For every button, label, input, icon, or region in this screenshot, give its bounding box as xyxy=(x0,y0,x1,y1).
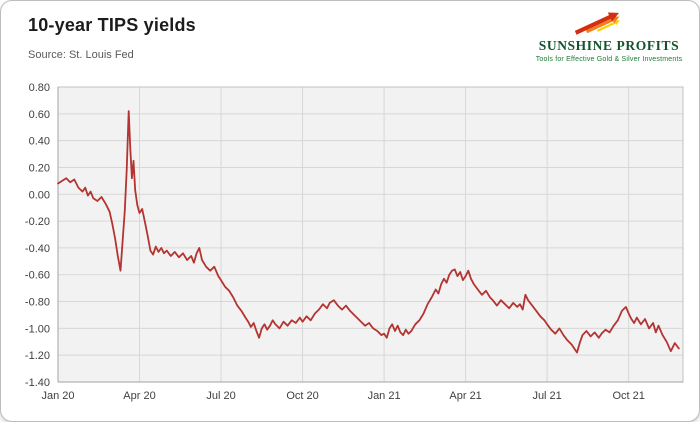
y-tick-label: 0.20 xyxy=(29,162,50,174)
x-tick-label: Oct 21 xyxy=(612,390,644,402)
x-tick-label: Jul 20 xyxy=(206,390,235,402)
y-tick-label: -0.20 xyxy=(25,216,50,228)
page-title: 10-year TIPS yields xyxy=(28,15,196,35)
y-tick-label: -1.20 xyxy=(25,350,50,362)
logo-name: SUNSHINE PROFITS xyxy=(538,38,680,53)
y-tick-label: -0.60 xyxy=(25,270,50,282)
x-tick-label: Apr 20 xyxy=(123,390,155,402)
logo-arrows-icon xyxy=(574,12,620,35)
x-tick-label: Apr 21 xyxy=(449,390,481,402)
y-tick-label: 0.00 xyxy=(29,189,50,201)
x-tick-label: Oct 20 xyxy=(286,390,318,402)
x-tick-label: Jul 21 xyxy=(532,390,561,402)
plot-area xyxy=(58,87,683,382)
x-tick-label: Jan 20 xyxy=(41,390,74,402)
source-label: Source: St. Louis Fed xyxy=(28,49,134,61)
y-tick-label: -1.40 xyxy=(25,377,50,389)
yield-line xyxy=(57,110,680,354)
x-tick-label: Jan 21 xyxy=(368,390,401,402)
y-tick-label: 0.80 xyxy=(29,82,50,94)
logo-tagline: Tools for Effective Gold & Silver Invest… xyxy=(535,56,683,63)
y-tick-label: 0.40 xyxy=(29,136,50,148)
y-tick-label: -0.40 xyxy=(25,243,50,255)
y-tick-label: -1.00 xyxy=(25,323,50,335)
logo-arrow-red xyxy=(574,12,619,35)
sunshine-profits-logo: SUNSHINE PROFITS Tools for Effective Gol… xyxy=(531,7,687,63)
y-tick-label: 0.60 xyxy=(29,109,50,121)
y-tick-label: -0.80 xyxy=(25,297,50,309)
logo-arrow-orange xyxy=(585,16,620,34)
